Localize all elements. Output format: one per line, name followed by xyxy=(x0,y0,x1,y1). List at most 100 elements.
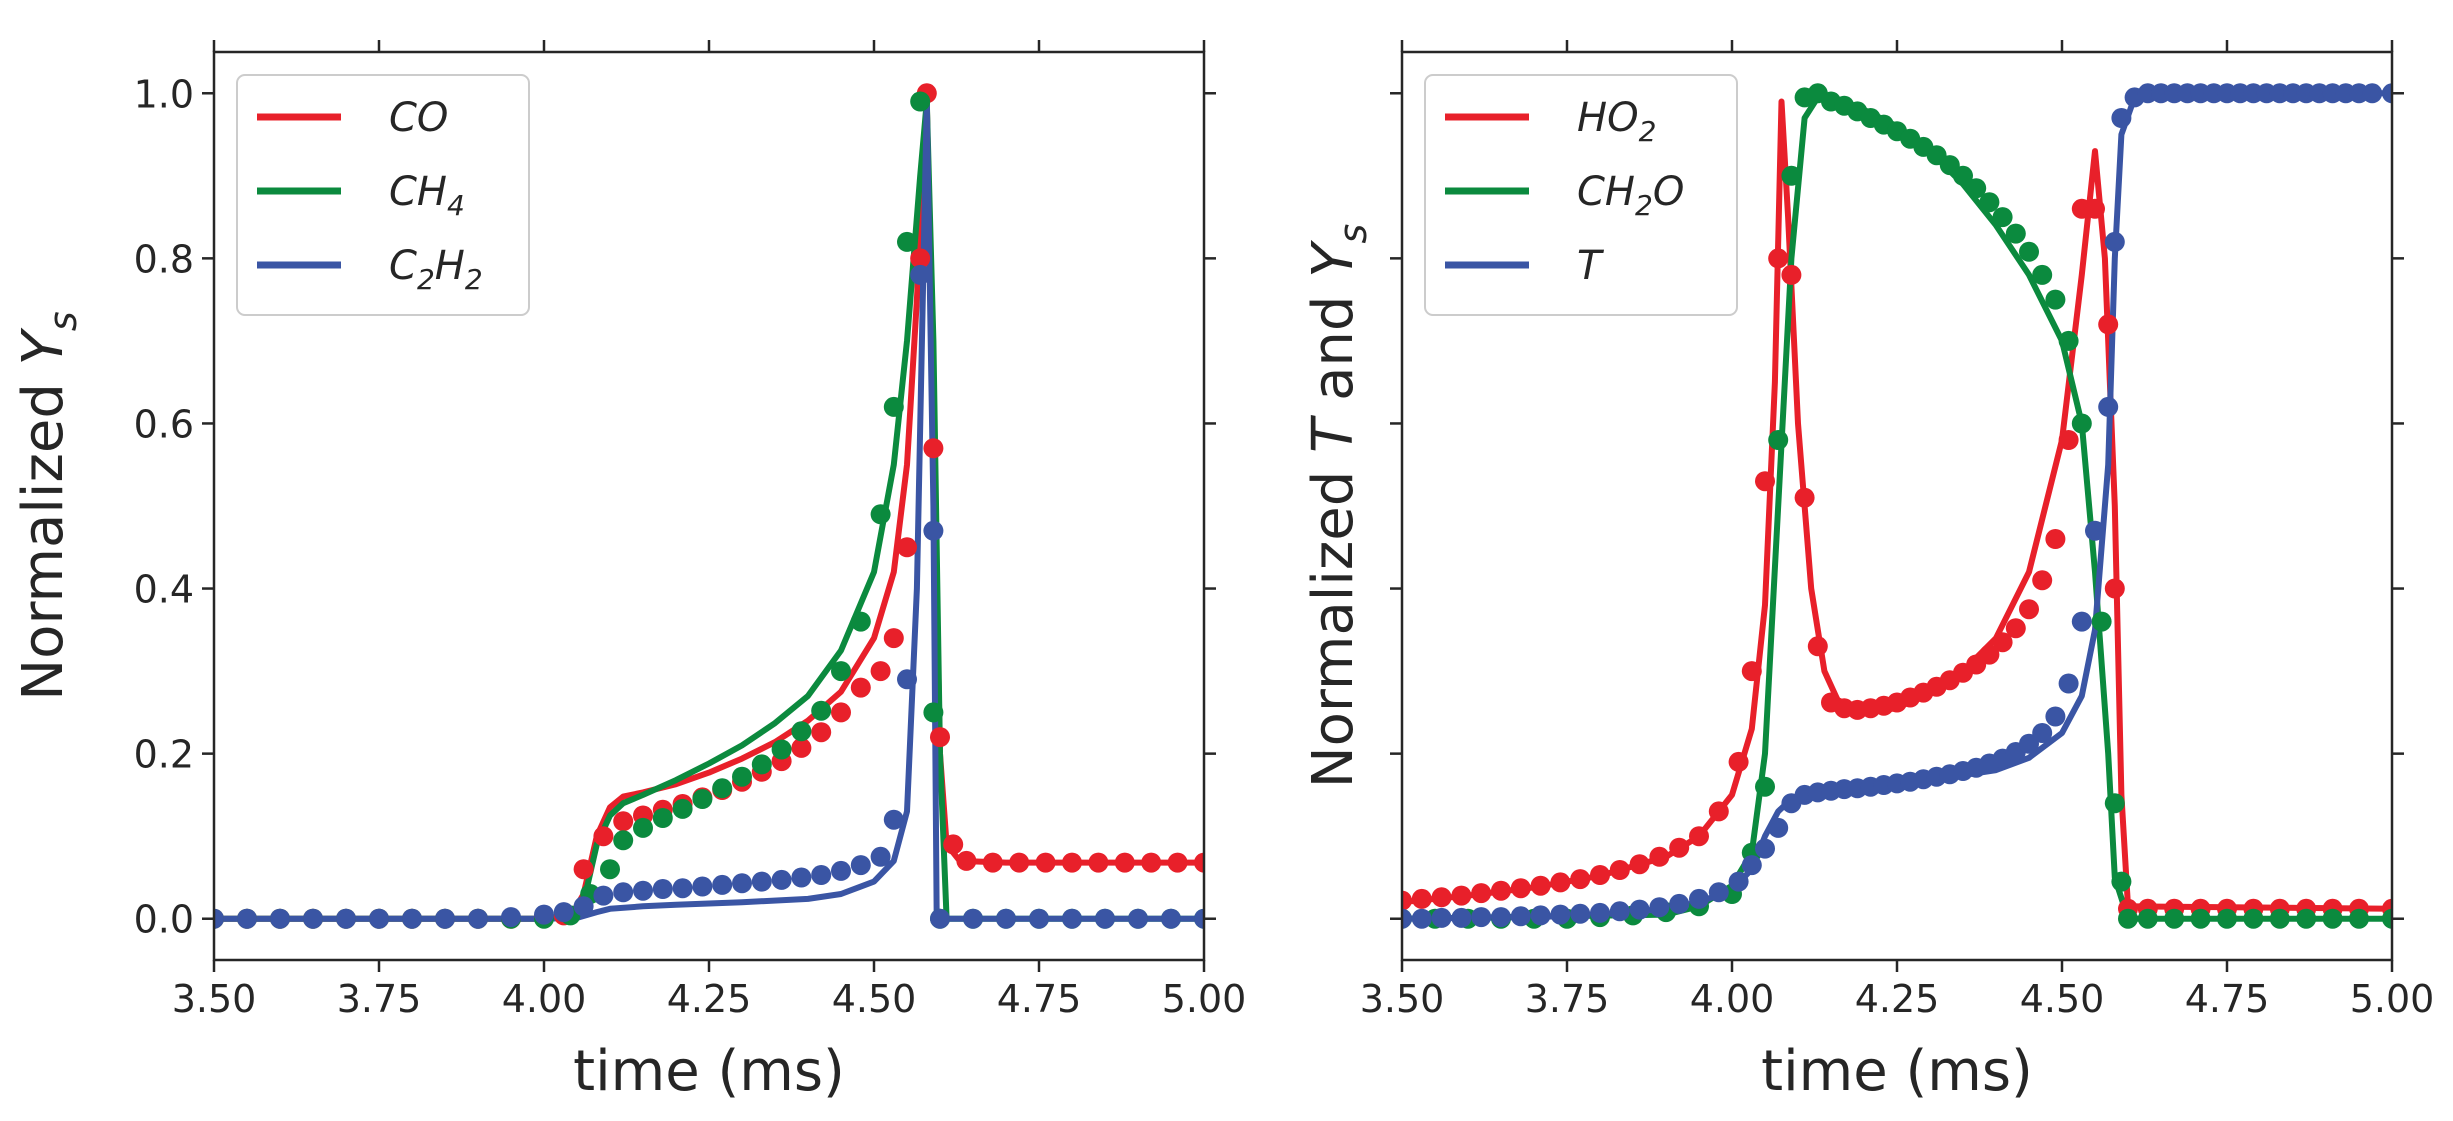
right-xtick-label-2: 4.00 xyxy=(1690,977,1775,1021)
left-point-C2H2-13 xyxy=(593,885,614,906)
right-ylabel-symbol-T: T xyxy=(1301,415,1366,453)
right-point-T-13 xyxy=(1649,897,1670,918)
left-panel: 3.50 3.75 4.00 4.25 4.50 4.75 5.00 0.0 0.2 0.4 0.6… xyxy=(11,40,1246,1104)
right-point-HO2-38 xyxy=(2005,618,2026,639)
left-legend-sub-CH4-1: 4 xyxy=(447,189,465,222)
left-point-CO-41 xyxy=(1114,852,1135,873)
left-legend-label-CH4: CH4 xyxy=(389,169,465,222)
left-point-C2H2-36 xyxy=(1062,908,1082,929)
right-xtick-label-6: 5.00 xyxy=(2350,977,2435,1021)
left-point-C2H2-24 xyxy=(811,865,832,885)
left-point-CO-25 xyxy=(831,702,851,723)
left-point-C2H2-2 xyxy=(270,908,290,929)
right-point-CH2O-50 xyxy=(2382,908,2392,929)
left-ytick-label-0: 0.0 xyxy=(134,898,194,942)
left-point-C2H2-28 xyxy=(883,809,904,830)
right-point-T-9 xyxy=(1570,903,1591,924)
right-point-T-11 xyxy=(1609,901,1630,922)
right-point-T-19 xyxy=(1755,838,1775,859)
left-point-C2H2-17 xyxy=(672,878,693,899)
left-xtick-label-0: 3.50 xyxy=(172,977,257,1021)
left-point-C2H2-18 xyxy=(692,876,713,897)
left-point-C2H2-38 xyxy=(1128,908,1148,929)
left-point-C2H2-14 xyxy=(613,882,634,903)
left-yaxis-label: Normalized Ys xyxy=(11,311,85,700)
right-point-HO2-42 xyxy=(2058,430,2079,450)
right-point-T-7 xyxy=(1530,905,1551,926)
left-series-points-C2H2 xyxy=(214,264,1204,929)
left-point-CH4-22 xyxy=(771,739,792,760)
left-point-CH4-21 xyxy=(751,754,772,775)
left-legend-box xyxy=(236,74,530,316)
left-point-CO-36 xyxy=(982,852,1003,873)
left-legend-part-CH4-0: CH xyxy=(389,169,447,215)
right-legend-sub-HO2-1: 2 xyxy=(1639,115,1657,148)
right-point-T-43 xyxy=(2071,611,2092,632)
right-point-CH2O-38 xyxy=(2104,793,2125,814)
right-point-HO2-15 xyxy=(1689,826,1709,847)
right-panel: 3.50 3.75 4.00 4.25 4.50 4.75 5.00 time (ms) Nor… xyxy=(1301,40,2434,1104)
left-point-CH4-17 xyxy=(672,798,693,819)
left-xtick-label-4: 4.50 xyxy=(832,977,917,1021)
left-point-C2H2-39 xyxy=(1161,908,1181,929)
left-point-CO-13 xyxy=(593,826,614,847)
left-point-CH4-19 xyxy=(712,778,733,799)
left-point-CO-43 xyxy=(1167,852,1188,873)
right-point-T-18 xyxy=(1741,855,1762,876)
right-point-T-45 xyxy=(2098,396,2119,417)
left-point-CH4-25 xyxy=(831,661,851,682)
left-xtick-label-6: 5.00 xyxy=(1162,977,1247,1021)
left-point-C2H2-9 xyxy=(501,907,521,928)
right-point-T-20 xyxy=(1768,817,1789,838)
left-point-C2H2-21 xyxy=(751,871,772,892)
right-point-T-41 xyxy=(2045,706,2066,727)
left-point-C2H2-11 xyxy=(553,902,574,923)
right-ylabel-subscript: s xyxy=(1331,224,1375,244)
right-point-HO2-46 xyxy=(2104,578,2125,599)
left-ytick-label-2: 0.4 xyxy=(134,568,194,612)
right-point-HO2-18 xyxy=(1741,661,1762,682)
right-point-T-47 xyxy=(2111,108,2132,128)
right-point-HO2-6 xyxy=(1510,878,1531,899)
left-point-C2H2-27 xyxy=(870,846,891,867)
right-point-T-6 xyxy=(1510,906,1531,927)
left-ylabel-symbol: Y xyxy=(11,327,76,365)
left-point-CO-12 xyxy=(573,859,594,880)
right-point-CH2O-39 xyxy=(2111,871,2132,892)
left-point-C2H2-32 xyxy=(930,908,950,929)
right-plot-area xyxy=(1402,83,2392,929)
right-point-T-8 xyxy=(1550,904,1571,925)
left-point-C2H2-16 xyxy=(652,879,673,899)
right-legend-sub-CH2O-1: 2 xyxy=(1635,189,1653,222)
left-xtick-label-2: 4.00 xyxy=(502,977,587,1021)
right-point-CH2O-45 xyxy=(2243,908,2264,929)
right-xtick-label-5: 4.75 xyxy=(2185,977,2270,1021)
right-point-CH2O-35 xyxy=(2058,330,2079,351)
left-point-C2H2-12 xyxy=(573,896,594,917)
right-point-HO2-23 xyxy=(1807,636,1828,657)
right-point-T-67 xyxy=(2382,83,2392,104)
left-point-C2H2-29 xyxy=(897,669,917,690)
right-point-CH2O-46 xyxy=(2269,908,2290,929)
right-point-CH2O-28 xyxy=(1966,178,1987,199)
right-point-HO2-2 xyxy=(1431,887,1452,908)
right-point-T-44 xyxy=(2085,520,2105,541)
right-point-T-40 xyxy=(2032,723,2053,743)
left-plot-area xyxy=(214,83,1204,929)
left-point-CH4-13 xyxy=(600,859,620,880)
right-point-T-3 xyxy=(1451,907,1472,928)
left-point-CO-33 xyxy=(930,727,950,748)
right-xtick-label-4: 4.50 xyxy=(2020,977,2105,1021)
right-point-HO2-41 xyxy=(2045,529,2066,549)
right-point-CH2O-41 xyxy=(2137,908,2158,929)
left-point-CH4-20 xyxy=(732,766,752,787)
right-point-CH2O-48 xyxy=(2322,908,2343,929)
left-point-CO-37 xyxy=(1009,852,1030,873)
right-point-HO2-36 xyxy=(1979,644,2000,665)
right-point-T-12 xyxy=(1629,899,1650,920)
left-point-C2H2-40 xyxy=(1194,908,1204,929)
right-legend-part-HO2-0: HO xyxy=(1577,95,1639,141)
left-point-C2H2-22 xyxy=(771,869,792,890)
left-point-C2H2-30 xyxy=(910,264,931,285)
